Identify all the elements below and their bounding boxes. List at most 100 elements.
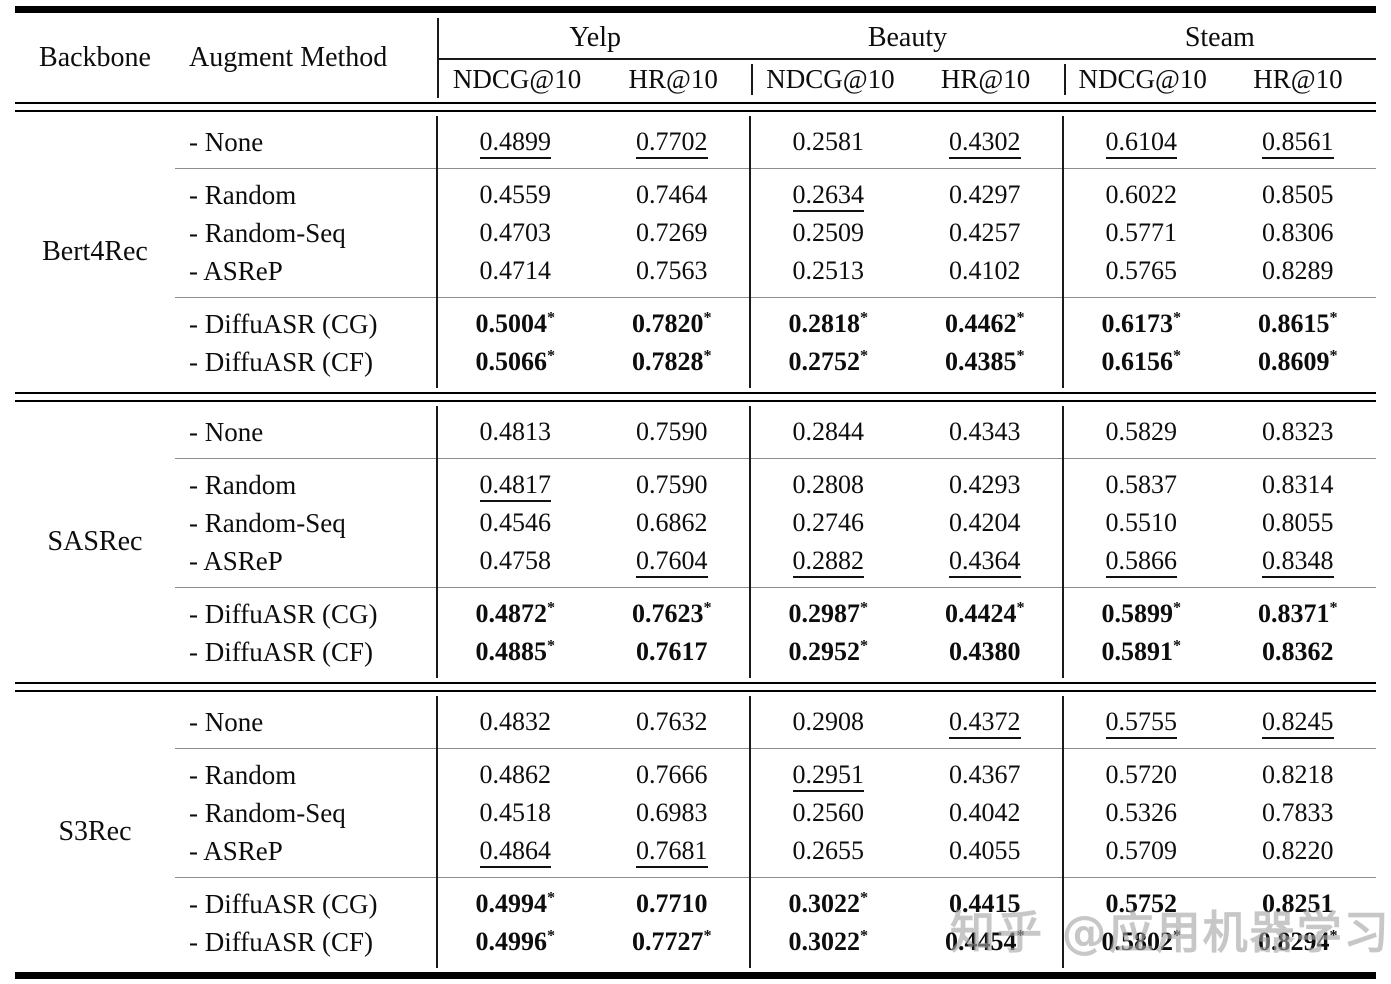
metric-value: 0.4102: [949, 256, 1021, 285]
metric-value: 0.4813: [479, 417, 552, 446]
table-row: - Random-Seq 0.4546 0.6862 0.2746 0.4204 0.55…: [175, 504, 1376, 542]
metric-value: 0.5837: [1105, 470, 1178, 499]
metric-value: 0.4367: [949, 760, 1021, 789]
metric-value: 0.6983: [636, 798, 708, 827]
metric-value: 0.5510: [1105, 508, 1178, 537]
metric-value: 0.4257: [949, 218, 1021, 247]
metric-value: 0.3022*: [788, 889, 869, 918]
table-row: - ASReP 0.4864 0.7681 0.2655 0.4055 0.5709 0.8…: [175, 832, 1376, 870]
metric-value: 0.2844: [792, 417, 865, 446]
metric-value: 0.4518: [479, 798, 552, 827]
metric-value: 0.7828*: [631, 347, 712, 376]
table-row: - Random-Seq 0.4518 0.6983 0.2560 0.4042 0.53…: [175, 794, 1376, 832]
metric-value: 0.2951: [750, 760, 907, 792]
metric-value: 0.5829: [1105, 417, 1178, 446]
column-separator: [1062, 696, 1064, 968]
metric-value: 0.2509: [792, 218, 865, 247]
metric-value: 0.5752: [1105, 889, 1178, 918]
metric-value: 0.2818*: [788, 309, 869, 338]
metric-value: 0.5899*: [1101, 599, 1182, 628]
metric-value: 0.4559: [479, 180, 552, 209]
metric-value: 0.7820*: [631, 309, 712, 338]
table-row: - DiffuASR (CF) 0.4885* 0.7617 0.2952* 0.438…: [175, 633, 1376, 671]
table-row: - ASReP 0.4714 0.7563 0.2513 0.4102 0.5765 0.8…: [175, 252, 1376, 290]
row-group: - None 0.4832 0.7632 0.2908 0.4372 0.5755 0.82…: [175, 696, 1376, 748]
metric-value: 0.4302: [907, 127, 1064, 159]
metric-value: 0.7604: [594, 546, 751, 578]
metric-value: 0.4424*: [944, 599, 1025, 628]
metric-value: 0.4372: [907, 707, 1064, 739]
metric-value: 0.4758: [479, 546, 552, 575]
metric-value: 0.4055: [949, 836, 1021, 865]
metric-value: 0.4380: [949, 637, 1021, 666]
table-row: - ASReP 0.4758 0.7604 0.2882 0.4364 0.5866 0.8…: [175, 542, 1376, 580]
column-separator: [1062, 406, 1064, 678]
augment-method-label: - DiffuASR (CF): [189, 346, 374, 377]
section-rows: - None 0.4899 0.7702 0.2581 0.4302 0.6104 0.85…: [175, 116, 1376, 388]
metric-value: 0.8245: [1220, 707, 1377, 739]
column-separator: [749, 696, 751, 968]
augment-method-label: - DiffuASR (CF): [189, 636, 374, 667]
results-table: Backbone Augment Method Yelp Beauty Steam …: [15, 6, 1376, 979]
metric-value: 0.2634: [750, 180, 907, 212]
metric-value: 0.2746: [792, 508, 865, 537]
row-group: - Random 0.4862 0.7666 0.2951 0.4367 0.5720 0.…: [175, 748, 1376, 877]
metric-value: 0.4872*: [475, 599, 556, 628]
metric-value: 0.4385*: [944, 347, 1025, 376]
metric-value: 0.4343: [949, 417, 1021, 446]
metric-value: 0.7617: [636, 637, 708, 666]
table-row: - Random 0.4862 0.7666 0.2951 0.4367 0.5720 0.…: [175, 756, 1376, 794]
metric-value: 0.4293: [949, 470, 1021, 499]
table-row: - None 0.4899 0.7702 0.2581 0.4302 0.6104 0.85…: [175, 123, 1376, 161]
metric-value: 0.6022: [1105, 180, 1178, 209]
metric-value: 0.8348: [1220, 546, 1377, 578]
table-top-rule: [15, 6, 1376, 13]
metric-value: 0.4703: [479, 218, 552, 247]
table-row: - None 0.4813 0.7590 0.2844 0.4343 0.5829 0.83…: [175, 413, 1376, 451]
metric-header: NDCG@10: [751, 63, 907, 95]
table-row: - DiffuASR (CF) 0.4996* 0.7727* 0.3022* 0.44…: [175, 923, 1376, 961]
metric-value: 0.8294*: [1257, 927, 1338, 956]
metric-value: 0.4864: [437, 836, 594, 868]
table-row: - Random-Seq 0.4703 0.7269 0.2509 0.4257 0.57…: [175, 214, 1376, 252]
row-group: - None 0.4899 0.7702 0.2581 0.4302 0.6104 0.85…: [175, 116, 1376, 168]
table-row: - Random 0.4559 0.7464 0.2634 0.4297 0.6022 0.…: [175, 176, 1376, 214]
metric-value: 0.7590: [636, 417, 708, 446]
metric-value: 0.8251: [1262, 889, 1334, 918]
metric-value: 0.8306: [1262, 218, 1334, 247]
metric-value: 0.2808: [792, 470, 865, 499]
augment-method-label: - DiffuASR (CG): [189, 888, 378, 919]
backbone-section-bert4rec: Bert4Rec - None 0.4899 0.7702 0.2581 0.4302 0.…: [15, 116, 1376, 388]
backbone-section-s3rec: S3Rec - None 0.4832 0.7632 0.2908 0.4372 0.575…: [15, 696, 1376, 968]
metric-value: 0.2513: [792, 256, 865, 285]
table-bottom-rule: [15, 972, 1376, 979]
augment-method-label: - ASReP: [189, 255, 283, 286]
augment-method-label: - DiffuASR (CG): [189, 598, 378, 629]
metric-value: 0.2908: [792, 707, 865, 736]
dataset-group-header-steam: Steam: [1184, 22, 1255, 53]
metric-value: 0.5755: [1063, 707, 1220, 739]
metric-value: 0.7702: [594, 127, 751, 159]
metric-value: 0.6173*: [1101, 309, 1182, 338]
backbone-label: Bert4Rec: [42, 236, 148, 267]
augment-method-label: - DiffuASR (CG): [189, 308, 378, 339]
metric-value: 0.7833: [1262, 798, 1334, 827]
augment-method-label: - Random-Seq: [189, 507, 346, 538]
row-group: - DiffuASR (CG) 0.4872* 0.7623* 0.2987* 0.44…: [175, 587, 1376, 678]
metric-value: 0.4885*: [475, 637, 556, 666]
metric-value: 0.7269: [636, 218, 708, 247]
metric-value: 0.7710: [636, 889, 708, 918]
table-row: - Random 0.4817 0.7590 0.2808 0.4293 0.5837 0.…: [175, 466, 1376, 504]
metric-value: 0.7623*: [631, 599, 712, 628]
metric-value: 0.4364: [907, 546, 1064, 578]
metric-value: 0.8289: [1262, 256, 1334, 285]
augment-method-label: - None: [189, 416, 264, 447]
metric-value: 0.4204: [949, 508, 1021, 537]
augment-method-label: - Random: [189, 179, 297, 210]
backbone-label: S3Rec: [58, 816, 132, 847]
metric-value: 0.7727*: [631, 927, 712, 956]
column-separator: [749, 406, 751, 678]
metric-value: 0.2655: [792, 836, 865, 865]
table-row: - DiffuASR (CF) 0.5066* 0.7828* 0.2752* 0.43…: [175, 343, 1376, 381]
column-separator: [1062, 116, 1064, 388]
